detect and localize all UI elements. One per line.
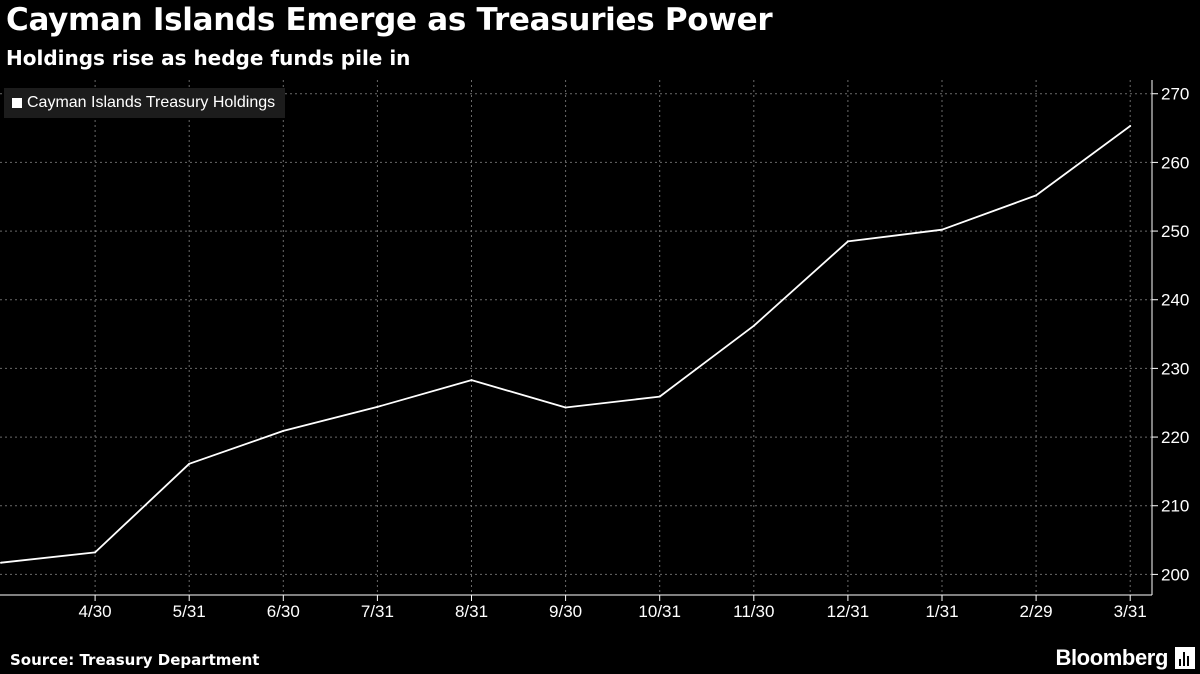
data-point: [846, 240, 849, 243]
chart-subtitle: Holdings rise as hedge funds pile in: [6, 46, 411, 70]
x-tick-label: 10/31: [638, 602, 681, 621]
data-point: [94, 551, 97, 554]
data-point: [376, 405, 379, 408]
legend-swatch: [12, 98, 22, 108]
data-point: [752, 324, 755, 327]
source-note: Source: Treasury Department: [10, 651, 260, 669]
x-tick-label: 6/30: [267, 602, 300, 621]
data-point: [1035, 194, 1038, 197]
x-tick-label: 12/31: [827, 602, 870, 621]
y-tick-label: 260: [1161, 153, 1189, 172]
y-tick-label: 240: [1161, 291, 1189, 310]
data-point: [0, 561, 2, 564]
y-tick-label: 230: [1161, 359, 1189, 378]
y-tick-label: 270: [1161, 85, 1189, 104]
data-point: [1129, 125, 1132, 128]
legend-label: Cayman Islands Treasury Holdings: [27, 94, 276, 111]
y-tick-label: 210: [1161, 497, 1189, 516]
data-point: [941, 228, 943, 231]
x-tick-label: 7/31: [361, 602, 394, 621]
y-tick-label: 200: [1161, 565, 1189, 584]
data-point: [282, 429, 285, 432]
x-tick-label: 2/29: [1020, 602, 1053, 621]
y-tick-label: 220: [1161, 428, 1189, 447]
legend: Cayman Islands Treasury Holdings: [4, 88, 286, 118]
bar-chart-icon: [1175, 647, 1195, 669]
x-tick-label: 3/31: [1114, 602, 1147, 621]
data-point: [658, 395, 661, 398]
x-tick-label: 8/31: [455, 602, 488, 621]
x-tick-label: 4/30: [79, 602, 112, 621]
data-point: [188, 462, 191, 465]
chart-title: Cayman Islands Emerge as Treasuries Powe…: [6, 2, 773, 38]
x-tick-label: 11/30: [733, 602, 774, 621]
x-tick-label: 9/30: [549, 602, 582, 621]
data-point: [564, 406, 567, 409]
x-tick-label: 5/31: [173, 602, 206, 621]
x-tick-label: 1/31: [925, 602, 958, 621]
y-tick-label: 250: [1161, 222, 1189, 241]
data-point: [470, 379, 473, 382]
brand-logo: Bloomberg: [1055, 645, 1168, 670]
